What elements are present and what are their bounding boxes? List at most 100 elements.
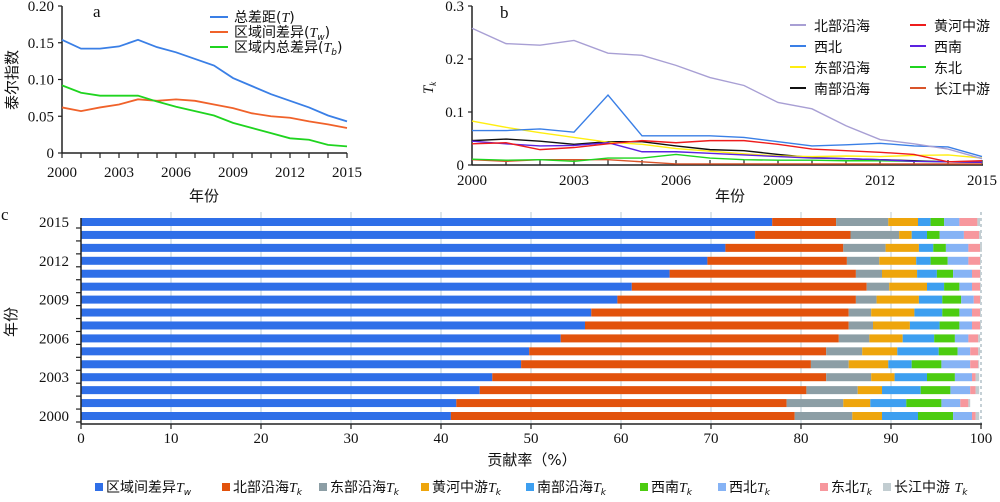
- bar-segment-2006-黄河中游Tk: [869, 334, 903, 343]
- bar-segment-2013-长江中游 Tk: [980, 243, 982, 252]
- x-tick-label: 80: [794, 431, 809, 447]
- legend-label: 区域间差异Tw: [106, 480, 192, 498]
- bar-segment-2001-南部沿海Tk: [870, 399, 907, 408]
- bar-segment-2002-北部沿海Tk: [479, 386, 807, 395]
- bar-segment-2003-西北Tk: [954, 373, 972, 382]
- bar-segment-2010-长江中游 Tk: [980, 282, 981, 291]
- series-line-西南: [471, 140, 983, 164]
- x-tick-label: 60: [614, 431, 629, 447]
- bar-segment-2007-西北Tk: [959, 321, 972, 330]
- bar-segment-2011-区域间差异Tw: [81, 269, 670, 278]
- bar-segment-2011-南部沿海Tk: [917, 269, 937, 278]
- y-tick-label: 0.1: [445, 105, 464, 121]
- bar-segment-2015-北部沿海Tk: [772, 218, 837, 226]
- bar-segment-2012-南部沿海Tk: [916, 256, 931, 265]
- x-tick-label: 2015: [967, 173, 997, 189]
- bar-segment-2008-长江中游 Tk: [980, 308, 981, 317]
- bar-segment-2007-北部沿海Tk: [585, 321, 849, 330]
- bar-segment-2013-区域间差异Tw: [81, 243, 726, 252]
- legend-swatch: [526, 483, 534, 491]
- legend-label: 总差距(T): [234, 10, 295, 26]
- bar-segment-2009-北部沿海Tk: [617, 295, 856, 304]
- bar-segment-2013-西北Tk: [945, 243, 969, 252]
- bar-segment-2002-黄河中游Tk: [857, 386, 882, 395]
- bar-segment-2001-西南Tk: [906, 399, 942, 408]
- legend-label: 东部沿海Tk: [330, 480, 400, 498]
- bar-segment-2009-区域间差异Tw: [81, 295, 618, 304]
- bar-segment-2015-东部沿海Tk: [836, 218, 889, 226]
- panel-a-y-axis-title: 泰尔指数: [3, 50, 21, 110]
- bar-segment-2011-黄河中游Tk: [882, 269, 918, 278]
- legend-swatch: [883, 483, 891, 491]
- legend-label: 北部沿海: [814, 19, 870, 35]
- series-line-总差距(T): [61, 38, 348, 123]
- y-tick-label: 2003: [39, 370, 69, 386]
- bar-segment-2004-长江中游 Tk: [978, 360, 980, 369]
- y-tick-label: 0: [457, 158, 465, 174]
- legend-label: 黄河中游Tk: [432, 479, 502, 498]
- x-tick-label: 2000: [47, 165, 77, 181]
- bar-segment-2012-东部沿海Tk: [846, 256, 880, 265]
- x-tick-label: 50: [524, 431, 539, 447]
- bar-segment-2013-北部沿海Tk: [725, 243, 844, 252]
- bar-segment-2003-黄河中游Tk: [871, 373, 895, 382]
- bar-segment-2001-东北Tk: [960, 399, 969, 408]
- x-tick-label: 2006: [161, 165, 192, 181]
- x-tick-label: 40: [434, 431, 449, 447]
- panel-a-x-axis-title: 年份: [189, 187, 219, 205]
- bar-segment-2013-西南Tk: [933, 243, 946, 252]
- series-line-东部沿海: [471, 120, 983, 159]
- bar-segment-2010-北部沿海Tk: [631, 282, 867, 291]
- bar-segment-2009-西北Tk: [961, 295, 974, 304]
- bar-segment-2000-区域间差异Tw: [81, 412, 451, 420]
- bar-segment-2014-东北Tk: [963, 230, 980, 239]
- x-tick-label: 2012: [275, 165, 305, 181]
- bar-segment-2004-黄河中游Tk: [848, 360, 889, 369]
- panel-a-legend: 总差距(T)区域间差异(Tw)区域内总差异(Tb): [210, 10, 342, 58]
- bar-segment-2008-北部沿海Tk: [591, 308, 849, 317]
- bar-segment-2009-黄河中游Tk: [876, 295, 919, 304]
- legend-swatch: [421, 483, 429, 491]
- bar-segment-2014-黄河中游Tk: [899, 230, 912, 239]
- bar-segment-2005-东北Tk: [970, 347, 979, 356]
- x-tick-label: 0: [77, 431, 85, 447]
- y-tick-label: 0.3: [445, 0, 464, 15]
- panel-b-y-axis-title: Tk: [421, 81, 438, 94]
- bar-segment-2011-西南Tk: [936, 269, 954, 278]
- y-tick-label: 2012: [39, 254, 69, 270]
- bar-segment-2002-东部沿海Tk: [806, 386, 858, 395]
- bar-segment-2013-东部沿海Tk: [843, 243, 886, 252]
- legend-label: 区域间差异(Tw): [234, 25, 330, 43]
- y-tick-label: 0.10: [28, 73, 54, 89]
- bar-segment-2011-东北Tk: [972, 269, 981, 278]
- bar-segment-2012-黄河中游Tk: [879, 256, 917, 265]
- bar-segment-2011-长江中游 Tk: [980, 269, 981, 278]
- series-line-西北: [472, 93, 983, 158]
- y-tick-label: 0.05: [28, 109, 54, 125]
- x-tick-label: 100: [970, 431, 993, 447]
- bar-segment-2008-南部沿海Tk: [914, 308, 943, 317]
- bar-segment-2005-黄河中游Tk: [862, 347, 898, 356]
- bar-segment-2002-长江中游 Tk: [975, 386, 980, 395]
- x-tick-label: 2009: [218, 165, 248, 181]
- x-tick-label: 2006: [661, 173, 692, 189]
- series-line-黄河中游: [471, 139, 983, 163]
- bar-segment-2010-区域间差异Tw: [81, 282, 632, 291]
- x-tick-label: 2012: [865, 173, 895, 189]
- bar-segment-2014-北部沿海Tk: [755, 230, 851, 239]
- bar-segment-2009-东部沿海Tk: [855, 295, 877, 304]
- bar-segment-2006-长江中游 Tk: [978, 334, 981, 343]
- bar-segment-2001-北部沿海Tk: [456, 399, 787, 408]
- bar-segment-2014-长江中游 Tk: [979, 230, 981, 239]
- bar-segment-2003-区域间差异Tw: [81, 373, 493, 382]
- legend-label: 南部沿海: [814, 82, 870, 98]
- bar-segment-2007-长江中游 Tk: [980, 321, 981, 330]
- bar-segment-2007-南部沿海Tk: [909, 321, 940, 330]
- bar-segment-2004-东北Tk: [970, 360, 979, 369]
- x-tick-label: 70: [704, 431, 719, 447]
- y-tick-label: 2009: [39, 293, 69, 309]
- bar-segment-2009-东北Tk: [973, 295, 981, 304]
- bar-segment-2008-区域间差异Tw: [81, 308, 592, 317]
- bar-segment-2003-长江中游 Tk: [975, 373, 980, 382]
